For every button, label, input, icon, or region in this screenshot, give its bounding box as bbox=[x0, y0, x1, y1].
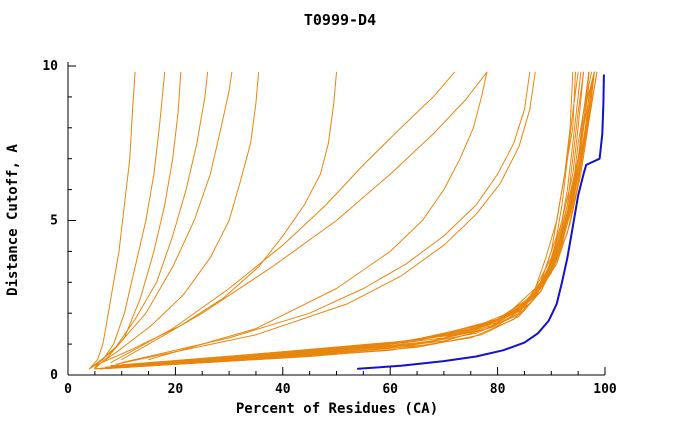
model-curve bbox=[99, 71, 595, 370]
model-curve bbox=[105, 71, 595, 368]
model-curve bbox=[94, 71, 590, 370]
model-curve bbox=[94, 71, 590, 370]
model-curve bbox=[121, 71, 488, 361]
model-curve bbox=[99, 71, 576, 370]
model-curve bbox=[110, 71, 598, 367]
y-tick-label: 10 bbox=[42, 59, 58, 74]
model-curve bbox=[121, 71, 531, 364]
model-curve bbox=[99, 71, 590, 370]
axes bbox=[67, 62, 606, 376]
model-curve bbox=[99, 71, 595, 370]
model-curve bbox=[105, 71, 595, 368]
x-axis-label: Percent of Residues (CA) bbox=[236, 401, 438, 417]
x-tick-label: 40 bbox=[275, 382, 291, 397]
x-tick-label: 0 bbox=[64, 382, 72, 397]
model-curve bbox=[94, 71, 233, 367]
x-tick-label: 60 bbox=[382, 382, 398, 397]
y-axis-label: Distance Cutoff, A bbox=[5, 144, 21, 296]
y-tick-label: 0 bbox=[50, 368, 58, 383]
model-curve bbox=[89, 71, 166, 370]
model-curve bbox=[99, 71, 595, 370]
model-curve bbox=[89, 71, 209, 370]
tick-labels: 0 20 40 60 80 100 0 5 10 bbox=[42, 59, 617, 397]
y-tick-label: 5 bbox=[50, 214, 58, 229]
chart-title: T0999-D4 bbox=[304, 11, 376, 29]
model-curve bbox=[94, 71, 260, 368]
model-curves bbox=[89, 71, 605, 370]
x-tick-label: 80 bbox=[490, 382, 506, 397]
highlight-curve bbox=[357, 74, 605, 370]
model-curve bbox=[99, 71, 579, 370]
model-curve bbox=[110, 71, 456, 364]
model-curve bbox=[148, 71, 488, 361]
model-curve bbox=[115, 71, 536, 365]
model-curve bbox=[89, 71, 136, 370]
model-curve bbox=[94, 71, 182, 370]
x-tick-label: 20 bbox=[168, 382, 184, 397]
model-curve bbox=[99, 71, 584, 370]
model-curve bbox=[105, 71, 595, 368]
x-tick-label: 100 bbox=[593, 382, 617, 397]
